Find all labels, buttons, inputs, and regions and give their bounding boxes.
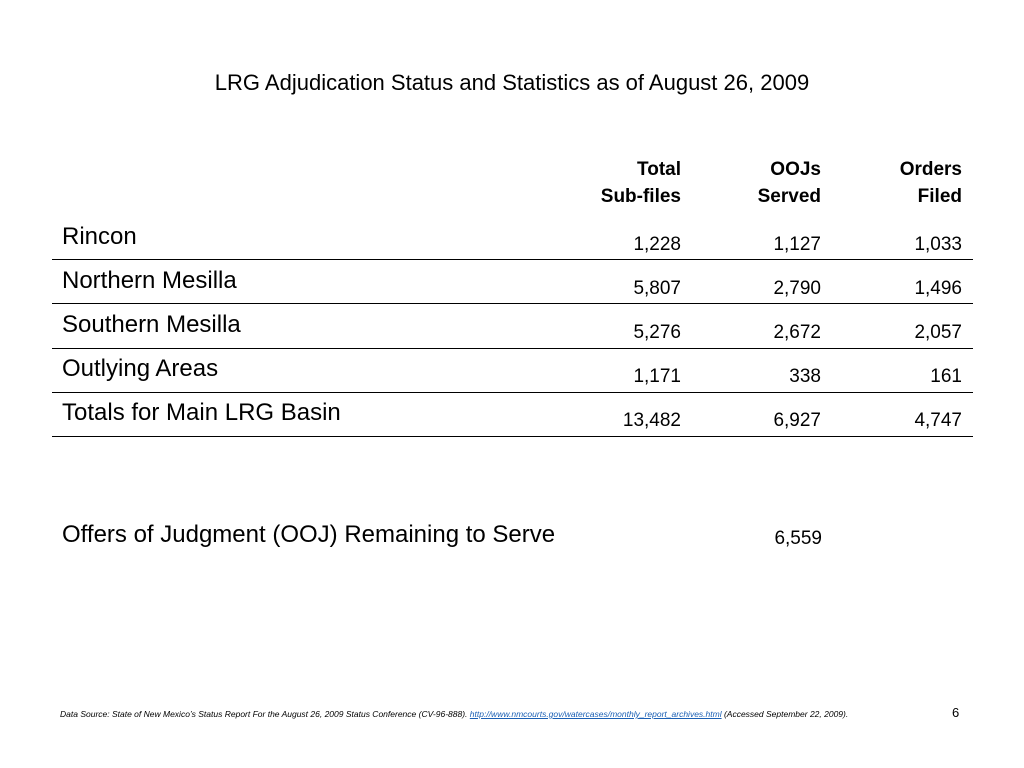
row-label: Rincon xyxy=(62,223,137,250)
cell-oojs-served: 1,127 xyxy=(773,234,821,255)
cell-oojs-served: 338 xyxy=(789,366,821,387)
cell-orders-filed: 161 xyxy=(930,366,962,387)
row-divider xyxy=(52,392,973,393)
column-header-total-subfiles: Total Sub-files xyxy=(601,156,681,210)
page-title: LRG Adjudication Status and Statistics a… xyxy=(214,70,810,95)
row-label: Totals for Main LRG Basin xyxy=(62,399,341,426)
column-header-orders-filed: Orders Filed xyxy=(900,156,962,210)
cell-oojs-served: 2,672 xyxy=(773,322,821,343)
column-header-line: Filed xyxy=(917,186,962,207)
table-row: Outlying Areas 1,171 338 161 xyxy=(52,353,972,397)
cell-oojs-served: 2,790 xyxy=(773,278,821,299)
data-source-text: Data Source: State of New Mexico’s Statu… xyxy=(60,709,470,719)
row-divider xyxy=(52,303,973,304)
row-label: Northern Mesilla xyxy=(62,267,237,294)
table-row: Rincon 1,228 1,127 1,033 xyxy=(52,221,972,265)
cell-oojs-served: 6,927 xyxy=(773,410,821,431)
column-header-line: Orders xyxy=(899,159,962,180)
table-row: Northern Mesilla 5,807 2,790 1,496 xyxy=(52,265,972,309)
row-divider xyxy=(52,436,973,437)
row-divider xyxy=(52,348,973,349)
cell-orders-filed: 2,057 xyxy=(914,322,962,343)
cell-orders-filed: 1,033 xyxy=(914,234,962,255)
table-row-totals: Totals for Main LRG Basin 13,482 6,927 4… xyxy=(52,397,972,441)
row-label: Southern Mesilla xyxy=(62,311,241,338)
row-label: Outlying Areas xyxy=(62,355,219,382)
data-source-link[interactable]: http://www.nmcourts.gov/watercases/month… xyxy=(469,709,722,719)
cell-orders-filed: 4,747 xyxy=(914,410,962,431)
cell-orders-filed: 1,496 xyxy=(914,278,962,299)
row-divider xyxy=(52,259,973,260)
column-header-line: Total xyxy=(637,159,681,180)
column-header-line: Served xyxy=(757,186,821,207)
column-header-line: Sub-files xyxy=(600,186,681,207)
column-header-line: OOJs xyxy=(770,159,821,180)
table-row: Southern Mesilla 5,276 2,672 2,057 xyxy=(52,309,972,353)
cell-total-subfiles: 5,276 xyxy=(633,322,681,343)
ooj-remaining-value: 6,559 xyxy=(774,528,822,549)
page-number: 6 xyxy=(952,705,960,720)
cell-total-subfiles: 5,807 xyxy=(633,278,681,299)
ooj-remaining-label: Offers of Judgment (OOJ) Remaining to Se… xyxy=(62,521,556,548)
column-header-oojs-served: OOJs Served xyxy=(758,156,821,210)
data-source-note: Data Source: State of New Mexico’s Statu… xyxy=(60,709,848,719)
cell-total-subfiles: 13,482 xyxy=(622,410,681,431)
cell-total-subfiles: 1,228 xyxy=(633,234,681,255)
cell-total-subfiles: 1,171 xyxy=(633,366,681,387)
accessed-date-text: (Accessed September 22, 2009). xyxy=(721,709,849,719)
